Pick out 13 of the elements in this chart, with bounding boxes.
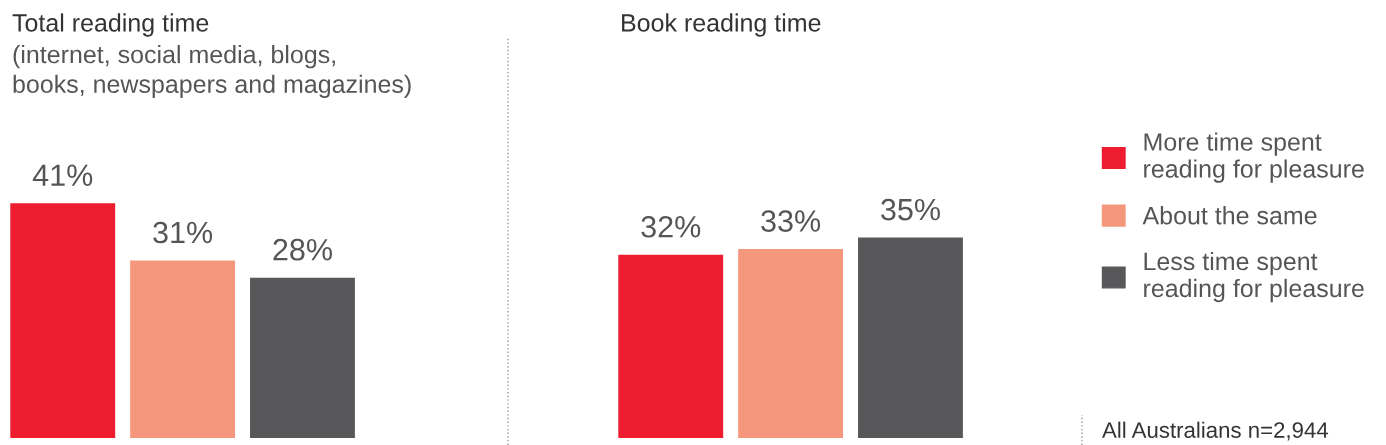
data-label: 35% [881, 198, 940, 221]
data-label: 41% [32, 164, 93, 186]
chart-title: Book reading time [622, 13, 821, 37]
chart-title: Total reading time [12, 13, 209, 37]
legend-label: More time spent reading for pleasure [1144, 132, 1364, 183]
data-label: 33% [761, 210, 821, 232]
data-label: 28% [273, 238, 332, 261]
legend-label: About the same [1142, 206, 1317, 225]
text: All Australians n=2,944 [1102, 421, 1329, 441]
legend-label: Less time spent reading for pleasure [1144, 251, 1364, 303]
chart-subtitle: (internet, social media, blogs, books, newspapers and magazines) [13, 45, 411, 98]
data-label: 31% [153, 221, 213, 244]
data-label: 32% [641, 215, 701, 238]
